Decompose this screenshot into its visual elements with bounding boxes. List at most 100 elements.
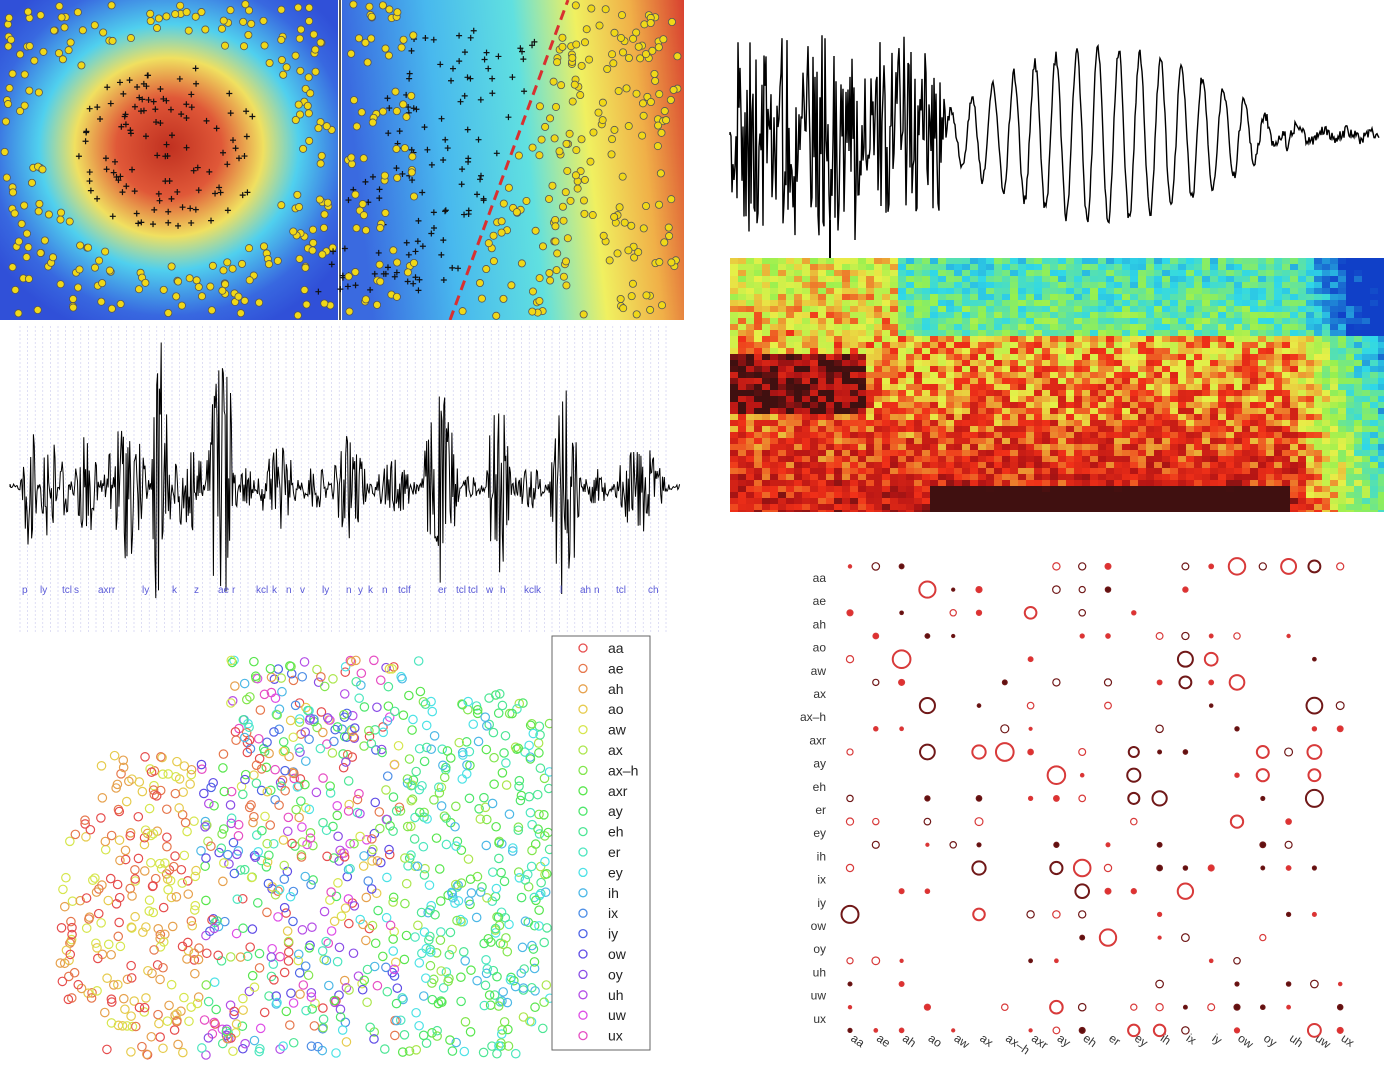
embedding-point bbox=[182, 875, 193, 886]
spectrogram-cell bbox=[1122, 480, 1130, 486]
positive-point bbox=[150, 98, 157, 105]
spectrogram-cell bbox=[898, 498, 906, 504]
spectrogram-cell bbox=[1290, 396, 1298, 402]
spectrogram-cell bbox=[1090, 408, 1098, 414]
negative-point bbox=[410, 192, 419, 201]
spectrogram-cell bbox=[1306, 282, 1314, 288]
spectrogram-cell bbox=[930, 324, 938, 330]
spectrogram-cell bbox=[1354, 360, 1362, 366]
embedding-point bbox=[407, 794, 418, 805]
spectrogram-cell bbox=[778, 306, 786, 312]
spectrogram-cell bbox=[1098, 276, 1106, 282]
spectrogram-cell bbox=[1346, 342, 1354, 348]
spectrogram-cell bbox=[802, 276, 810, 282]
spectrogram-cell bbox=[1042, 390, 1050, 396]
spectrogram-cell bbox=[1106, 504, 1114, 510]
spectrogram-cell bbox=[946, 276, 954, 282]
spectrogram-cell bbox=[1274, 498, 1282, 504]
spectrogram-cell bbox=[1362, 492, 1370, 498]
spectrogram-cell bbox=[1306, 294, 1314, 300]
embedding-point bbox=[416, 907, 427, 918]
spectrogram-cell bbox=[866, 486, 874, 492]
spectrogram-cell bbox=[794, 402, 802, 408]
spectrogram-cell bbox=[1290, 354, 1298, 360]
spectrogram-cell bbox=[962, 510, 970, 512]
embedding-point bbox=[369, 828, 380, 839]
embedding-point bbox=[419, 870, 430, 880]
spectrogram-cell bbox=[834, 306, 842, 312]
embedding-point bbox=[425, 960, 436, 971]
spectrogram-cell bbox=[970, 396, 978, 402]
spectrogram-cell bbox=[1146, 354, 1154, 360]
spectrogram-cell bbox=[1146, 390, 1154, 396]
embedding-point bbox=[268, 838, 279, 849]
spectrogram-cell bbox=[834, 276, 842, 282]
spectrogram-cell bbox=[754, 390, 762, 396]
spectrogram-cell bbox=[1322, 318, 1330, 324]
embedding-point bbox=[139, 1002, 150, 1013]
spectrogram-cell bbox=[1378, 318, 1384, 324]
negative-point bbox=[638, 99, 647, 108]
spectrogram-cell bbox=[826, 294, 834, 300]
spectrogram-cell bbox=[1202, 300, 1210, 306]
embedding-point bbox=[372, 702, 382, 713]
spectrogram-cell bbox=[1026, 414, 1034, 420]
spectrogram-cell bbox=[1090, 480, 1098, 486]
spectrogram-cell bbox=[1010, 366, 1018, 372]
spectrogram-cell bbox=[850, 492, 858, 498]
spectrogram-cell bbox=[738, 264, 746, 270]
positive-point bbox=[517, 45, 524, 52]
embedding-point bbox=[355, 831, 365, 842]
spectrogram-cell bbox=[778, 414, 786, 420]
spectrogram-cell bbox=[930, 462, 938, 468]
negative-point bbox=[4, 42, 13, 51]
spectrogram-cell bbox=[1042, 276, 1050, 282]
spectrogram-cell bbox=[1338, 276, 1346, 282]
negative-point bbox=[517, 259, 526, 268]
spectrogram-cell bbox=[1154, 258, 1162, 264]
spectrogram-cell bbox=[810, 348, 818, 354]
spectrogram-cell bbox=[1194, 420, 1202, 426]
spectrogram-cell bbox=[1122, 300, 1130, 306]
spectrogram-cell bbox=[1338, 438, 1346, 444]
spectrogram-cell bbox=[794, 324, 802, 330]
embedding-point bbox=[239, 864, 250, 875]
spectrogram-cell bbox=[1242, 270, 1250, 276]
embedding-point bbox=[305, 828, 316, 838]
spectrogram-cell bbox=[1330, 306, 1338, 312]
spectrogram-cell bbox=[1354, 396, 1362, 402]
embedding-point bbox=[309, 1021, 320, 1031]
spectrogram-cell bbox=[1026, 276, 1034, 282]
spectrogram-cell bbox=[1194, 390, 1202, 396]
spectrogram-cell bbox=[778, 264, 786, 270]
spectrogram-cell bbox=[1050, 342, 1058, 348]
positive-point bbox=[123, 183, 130, 190]
spectrogram-cell bbox=[978, 258, 986, 264]
spectrogram-cell bbox=[1178, 306, 1186, 312]
spectrogram-cell bbox=[1346, 480, 1354, 486]
spectrogram-cell bbox=[1194, 480, 1202, 486]
spectrogram-cell bbox=[842, 432, 850, 438]
spectrogram-cell bbox=[730, 366, 738, 372]
spectrogram-cell bbox=[1122, 354, 1130, 360]
spectrogram-cell bbox=[1162, 288, 1170, 294]
spectrogram-cell bbox=[1194, 414, 1202, 420]
spectrogram-cell bbox=[1042, 354, 1050, 360]
spectrogram-cell bbox=[1146, 264, 1154, 270]
spectrogram-cell bbox=[1178, 468, 1186, 474]
positive-point bbox=[87, 187, 94, 194]
spectrogram-cell bbox=[1234, 456, 1242, 462]
negative-point bbox=[162, 12, 171, 21]
spectrogram-cell bbox=[1210, 444, 1218, 450]
spectrogram-cell bbox=[730, 312, 738, 318]
spectrogram-cell bbox=[1146, 420, 1154, 426]
negative-point bbox=[646, 305, 655, 314]
spectrogram-cell bbox=[1250, 492, 1258, 498]
spectrogram-cell bbox=[1122, 462, 1130, 468]
negative-point bbox=[185, 274, 194, 283]
spectrogram-cell bbox=[1066, 480, 1074, 486]
spectrogram-cell bbox=[1322, 456, 1330, 462]
spectrogram-cell bbox=[1242, 360, 1250, 366]
phone-label: tcl bbox=[398, 585, 408, 596]
spectrogram-cell bbox=[1066, 510, 1074, 512]
